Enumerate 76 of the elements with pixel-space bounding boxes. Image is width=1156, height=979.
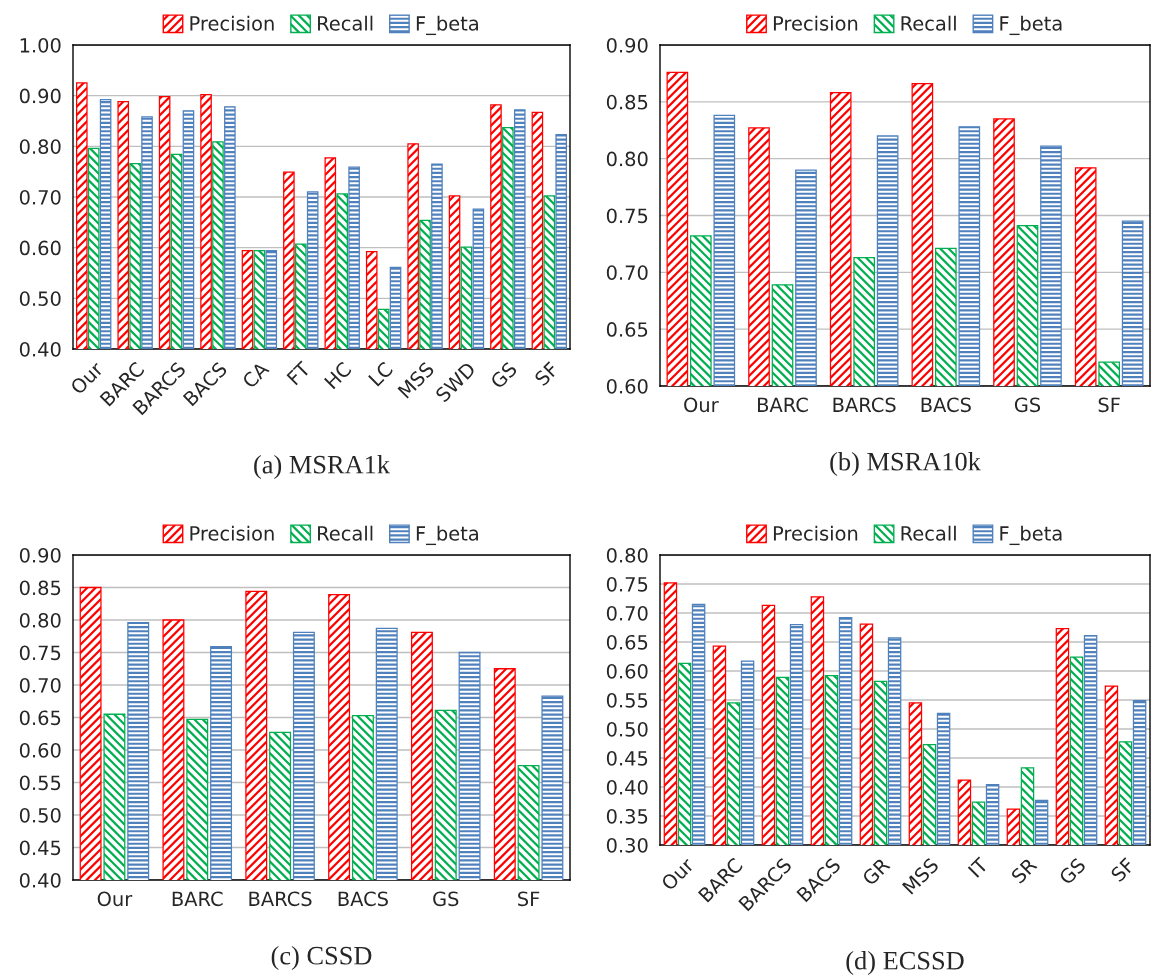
legend-label: Recall bbox=[318, 15, 373, 31]
y-tick-label: 0.65 bbox=[19, 710, 61, 726]
y-tick-label: 0.80 bbox=[606, 151, 648, 167]
y-tick-label: 0.80 bbox=[19, 612, 61, 628]
y-tick-label: 0.55 bbox=[606, 692, 648, 708]
y-tick-label: 0.40 bbox=[606, 779, 648, 795]
x-tick-label: BACS bbox=[338, 891, 388, 907]
legend-label: F_beta bbox=[1000, 525, 1062, 546]
y-tick-label: 0.60 bbox=[19, 240, 61, 256]
x-tick-label: GS bbox=[1014, 397, 1041, 413]
x-tick-label: IT bbox=[967, 856, 989, 878]
y-tick-label: 0.80 bbox=[606, 547, 648, 563]
y-tick-label: 0.75 bbox=[606, 208, 648, 224]
legend-label: F_beta bbox=[416, 15, 478, 36]
text: (d) ECSSD bbox=[846, 951, 964, 975]
x-tick-label: Our bbox=[660, 856, 696, 892]
y-tick-label: 1.00 bbox=[20, 37, 61, 53]
x-tick-label: BACS bbox=[921, 397, 971, 413]
x-tick-label: Our bbox=[97, 891, 133, 907]
y-tick-label: 0.45 bbox=[606, 750, 648, 766]
x-tick-label: GS bbox=[1058, 857, 1087, 886]
legend-label: Precision bbox=[773, 15, 858, 31]
x-tick-label: SF bbox=[518, 891, 540, 907]
x-tick-label: FT bbox=[286, 360, 312, 386]
x-tick-label: SF bbox=[1098, 397, 1120, 413]
y-tick-label: 0.50 bbox=[606, 721, 648, 737]
y-tick-label: 0.65 bbox=[606, 322, 648, 337]
y-tick-label: 0.85 bbox=[19, 580, 61, 596]
x-tick-label: BARCS bbox=[833, 397, 896, 413]
y-tick-label: 0.40 bbox=[19, 341, 61, 357]
x-tick-label: Our bbox=[684, 397, 719, 413]
y-tick-label: 0.90 bbox=[606, 37, 648, 53]
x-tick-label: CA bbox=[241, 360, 270, 389]
y-tick-label: 0.70 bbox=[606, 605, 648, 621]
y-tick-label: 0.85 bbox=[606, 94, 648, 110]
y-tick-label: 0.50 bbox=[19, 291, 61, 306]
x-tick-label: BARCS bbox=[249, 891, 312, 907]
y-tick-label: 0.30 bbox=[606, 837, 648, 853]
y-tick-label: 0.40 bbox=[19, 872, 61, 888]
legend-label: Precision bbox=[190, 15, 274, 31]
y-tick-label: 0.60 bbox=[606, 663, 648, 679]
legend-label: F_beta bbox=[1000, 15, 1062, 36]
x-tick-label: SR bbox=[1010, 856, 1038, 885]
legend-label: Recall bbox=[318, 525, 373, 541]
y-tick-label: 0.70 bbox=[19, 189, 61, 205]
text: (a) MSRA1k bbox=[254, 455, 391, 479]
x-tick-label: GS bbox=[433, 891, 459, 907]
legend-label: F_beta bbox=[416, 525, 478, 546]
x-tick-label: LC bbox=[367, 361, 394, 387]
x-tick-label: GS bbox=[489, 361, 518, 390]
legend-label: Precision bbox=[773, 525, 858, 541]
legend-label: Precision bbox=[190, 525, 274, 541]
x-tick-label: BARC bbox=[172, 891, 223, 907]
y-tick-label: 0.75 bbox=[19, 645, 61, 661]
y-tick-label: 0.90 bbox=[19, 547, 61, 563]
y-tick-label: 0.60 bbox=[19, 742, 61, 758]
y-tick-label: 0.80 bbox=[19, 139, 61, 154]
y-tick-label: 0.45 bbox=[19, 840, 61, 856]
y-tick-label: 0.50 bbox=[19, 807, 61, 823]
x-tick-label: HC bbox=[323, 361, 353, 390]
text: (c) CSSD bbox=[271, 946, 372, 970]
y-tick-label: 0.35 bbox=[606, 808, 648, 824]
y-tick-label: 0.75 bbox=[606, 576, 648, 592]
y-tick-label: 0.70 bbox=[19, 677, 61, 693]
y-tick-label: 0.65 bbox=[606, 634, 648, 650]
y-tick-label: 0.55 bbox=[19, 775, 61, 791]
x-tick-label: GR bbox=[861, 856, 891, 887]
x-tick-label: BARC bbox=[758, 397, 808, 413]
x-tick-label: SF bbox=[533, 361, 560, 387]
y-tick-label: 0.60 bbox=[606, 378, 648, 394]
y-tick-label: 0.90 bbox=[19, 88, 61, 104]
x-tick-label: SF bbox=[1110, 857, 1136, 883]
y-tick-label: 0.70 bbox=[606, 265, 648, 280]
legend-label: Recall bbox=[901, 525, 956, 541]
text: (b) MSRA10k bbox=[830, 452, 981, 476]
legend-label: Recall bbox=[901, 15, 956, 31]
